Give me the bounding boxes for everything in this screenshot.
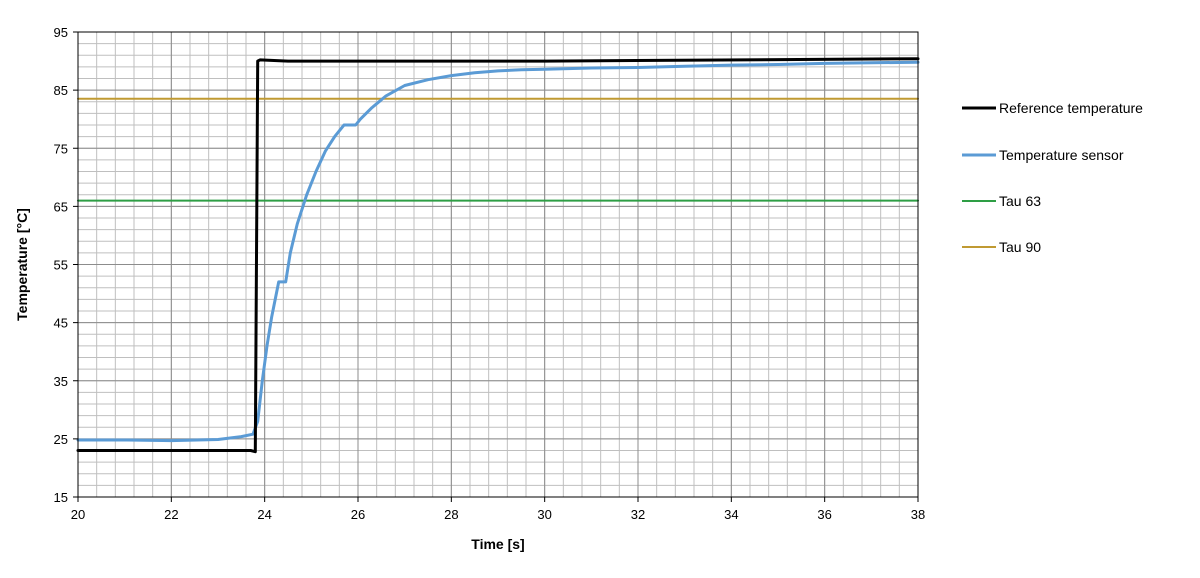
y-tick-label: 85: [54, 83, 68, 98]
y-tick-label: 45: [54, 316, 68, 331]
plot-series: [76, 57, 920, 454]
x-tick-label: 36: [817, 507, 831, 522]
y-tick-label: 15: [54, 490, 68, 505]
x-tick-label: 32: [631, 507, 645, 522]
axis-ticks: 20 22 24 26 28 30 32 34 36 38 15 25 35 45 55 65 75 85 95: [54, 25, 926, 522]
x-tick-label: 22: [164, 507, 178, 522]
legend-label: Tau 63: [999, 193, 1041, 209]
legend-label: Reference temperature: [999, 100, 1143, 116]
y-tick-label: 25: [54, 432, 68, 447]
x-tick-label: 34: [724, 507, 738, 522]
y-tick-label: 55: [54, 258, 68, 273]
legend: Reference temperature Temperature sensor T…: [962, 100, 1143, 255]
legend-label: Temperature sensor: [999, 147, 1124, 163]
grid: [77, 31, 919, 498]
series-line-temperature-sensor: [76, 60, 920, 443]
x-tick-label: 30: [537, 507, 551, 522]
y-axis-title: Temperature [°C]: [14, 208, 30, 321]
x-tick-label: 38: [911, 507, 925, 522]
y-tick-label: 35: [54, 374, 68, 389]
x-tick-label: 20: [71, 507, 85, 522]
x-tick-label: 24: [257, 507, 271, 522]
y-tick-label: 65: [54, 199, 68, 214]
x-axis-title: Time [s]: [471, 536, 524, 552]
y-tick-label: 95: [54, 25, 68, 40]
series-line-reference-temperature: [76, 57, 920, 454]
x-tick-label: 28: [444, 507, 458, 522]
x-tick-label: 26: [351, 507, 365, 522]
legend-label: Tau 90: [999, 239, 1041, 255]
y-tick-label: 75: [54, 141, 68, 156]
